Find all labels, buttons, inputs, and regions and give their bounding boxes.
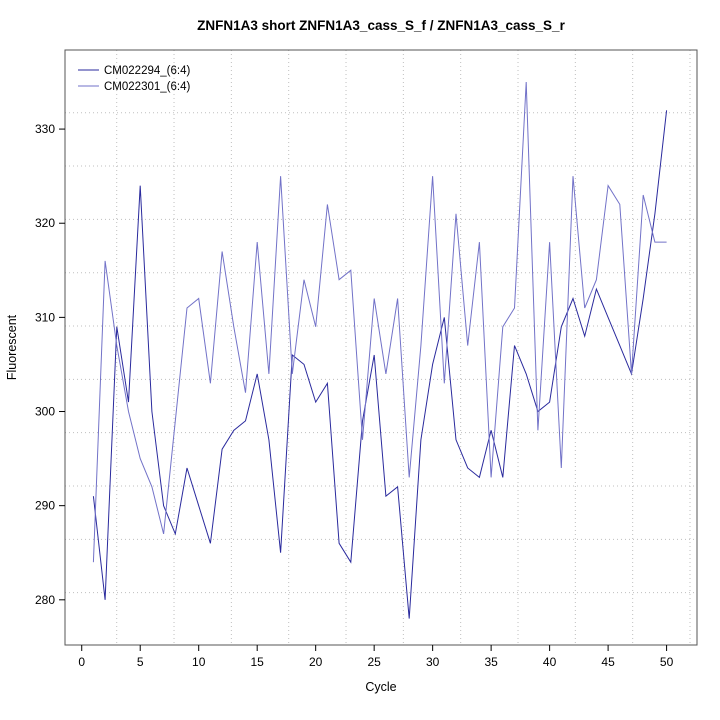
x-tick-label: 45 <box>601 655 615 669</box>
x-tick-label: 40 <box>543 655 557 669</box>
y-tick-label: 300 <box>35 405 55 419</box>
x-tick-label: 0 <box>78 655 85 669</box>
x-tick-label: 5 <box>137 655 144 669</box>
x-tick-label: 35 <box>484 655 498 669</box>
x-tick-label: 15 <box>251 655 265 669</box>
legend-label: CM022294_(6:4) <box>104 65 190 77</box>
y-tick-label: 330 <box>35 122 55 136</box>
x-axis-title: Cycle <box>365 680 396 694</box>
x-tick-label: 20 <box>309 655 323 669</box>
y-tick-label: 310 <box>35 310 55 324</box>
y-tick-label: 320 <box>35 216 55 230</box>
plot-border <box>64 49 698 646</box>
series-line-CM022301_(6:4) <box>92 81 667 563</box>
x-tick-label: 30 <box>426 655 440 669</box>
legend-label: CM022301_(6:4) <box>104 81 190 93</box>
x-tick-label: 25 <box>367 655 381 669</box>
chart-title: ZNFN1A3 short ZNFN1A3_cass_S_f / ZNFN1A3… <box>197 18 565 33</box>
y-tick-label: 290 <box>35 499 55 513</box>
y-tick-label: 280 <box>35 593 55 607</box>
y-axis-title: Fluorescent <box>5 314 19 380</box>
x-tick-label: 50 <box>660 655 674 669</box>
series-line-CM022294_(6:4) <box>92 110 668 619</box>
x-tick-label: 10 <box>192 655 206 669</box>
